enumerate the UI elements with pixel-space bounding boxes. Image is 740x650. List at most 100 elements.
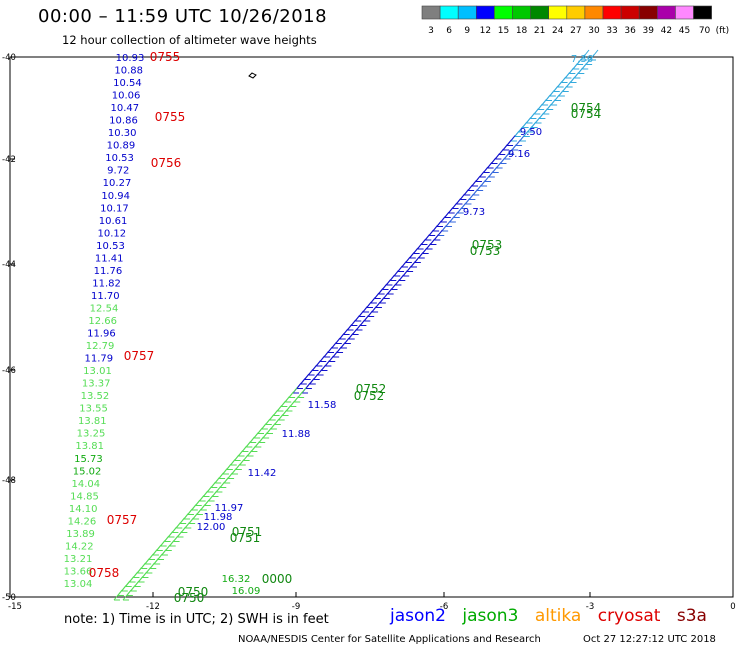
scale-tick-2: 9 xyxy=(464,26,470,36)
map-frame xyxy=(9,56,734,598)
time-label: 0757 xyxy=(124,349,155,363)
track-value: 9.16 xyxy=(508,149,530,160)
west-track-value: 13.04 xyxy=(64,579,93,590)
west-track-value: 13.89 xyxy=(66,529,95,540)
legend-jason2: jason2 xyxy=(390,606,446,626)
track-value: 12.00 xyxy=(197,522,226,533)
west-track-value: 12.54 xyxy=(90,303,119,314)
scale-tick-15: 70 xyxy=(699,26,711,36)
scale-tick-9: 30 xyxy=(588,26,600,36)
west-track-value: 10.89 xyxy=(107,141,136,152)
west-track-value: 10.53 xyxy=(105,153,134,164)
west-track-value: 10.53 xyxy=(96,241,125,252)
scale-tick-12: 39 xyxy=(643,26,655,36)
lon-label-3: -6 xyxy=(440,602,448,610)
west-track-value: 15.73 xyxy=(74,454,103,465)
track-value: 11.98 xyxy=(204,512,233,523)
scale-tick-1: 6 xyxy=(446,26,452,36)
west-track-value: 13.52 xyxy=(81,391,110,402)
time-label: 0756 xyxy=(151,156,182,170)
west-track-value: 10.17 xyxy=(100,203,129,214)
west-track-value: 13.81 xyxy=(75,441,104,452)
scale-tick-13: 42 xyxy=(661,26,672,36)
lat-label-5: -50 xyxy=(2,593,16,603)
scale-tick-10: 33 xyxy=(606,26,617,36)
west-track-value: 11.41 xyxy=(95,253,124,264)
track-value: 7.36 xyxy=(571,54,593,65)
track-value: 11.58 xyxy=(308,400,337,411)
track-value: 11.88 xyxy=(282,429,311,440)
west-track-value: 10.06 xyxy=(112,91,141,102)
west-track-value: 13.25 xyxy=(77,429,106,440)
lat-label-3: -46 xyxy=(2,366,16,376)
west-track-value: 10.61 xyxy=(99,216,128,227)
time-label: 0752 xyxy=(354,389,385,403)
time-label: 0750 xyxy=(178,585,209,599)
track-value: 11.42 xyxy=(248,468,277,479)
time-label: 0754 xyxy=(571,107,602,121)
scale-tick-6: 21 xyxy=(534,26,545,36)
west-track-value: 10.93 xyxy=(116,53,145,64)
scale-tick-3: 12 xyxy=(480,26,491,36)
west-track-value: 11.79 xyxy=(84,354,113,365)
time-label: 0758 xyxy=(89,566,120,580)
scale-tick-7: 24 xyxy=(552,26,564,36)
legend-cryosat: cryosat xyxy=(597,606,661,626)
west-track-value: 13.01 xyxy=(83,366,112,377)
west-track-value: 10.47 xyxy=(110,103,139,114)
lon-label-4: -3 xyxy=(586,602,594,610)
west-track-value: 10.27 xyxy=(103,178,132,189)
track-value: 9.50 xyxy=(520,127,542,138)
west-track-value: 10.94 xyxy=(101,191,130,202)
footer-credit: NOAA/NESDIS Center for Satellite Applica… xyxy=(238,634,541,645)
legend-altika: altika xyxy=(534,606,582,626)
scale-tick-14: 45 xyxy=(679,26,690,36)
track-value: 16.09 xyxy=(232,586,261,597)
scale-tick-4: 15 xyxy=(498,26,509,36)
lat-label-0: -40 xyxy=(2,53,16,63)
lat-label-2: -44 xyxy=(2,260,16,270)
time-label: 0750 xyxy=(174,591,205,605)
west-track-value: 14.04 xyxy=(71,479,100,490)
time-label: 0753 xyxy=(472,238,503,252)
track-value: 16.32 xyxy=(222,574,251,585)
west-track-value: 12.66 xyxy=(88,316,117,327)
west-track-value: 11.70 xyxy=(91,291,120,302)
track-mark xyxy=(122,589,132,601)
west-track-value: 11.76 xyxy=(94,266,123,277)
lat-label-1: -42 xyxy=(2,155,16,165)
footer-note: note: 1) Time is in UTC; 2) SWH is in fe… xyxy=(64,612,329,627)
west-track-value: 14.26 xyxy=(68,516,97,527)
west-track-value: 9.72 xyxy=(107,166,129,177)
west-track-value: 11.82 xyxy=(92,278,121,289)
scale-unit: (ft) xyxy=(716,26,730,36)
legend-jason3: jason3 xyxy=(462,606,519,626)
time-label: 0752 xyxy=(356,382,387,396)
west-track-value: 13.21 xyxy=(64,554,93,565)
lon-label-1: -12 xyxy=(146,602,160,610)
lon-label-2: -9 xyxy=(292,602,300,610)
track-value: 11.97 xyxy=(215,503,244,514)
west-track-value: 10.12 xyxy=(97,228,126,239)
page-title: 00:00 – 11:59 UTC 10/26/2018 xyxy=(38,6,328,27)
footer-timestamp: Oct 27 12:27:12 UTC 2018 xyxy=(583,634,716,645)
color-scale: 3 6 9 12 15 18 21 24 27 30 33 36 39 42 45 70 (ft) xyxy=(421,5,730,36)
island-outline xyxy=(248,72,257,79)
scale-tick-0: 3 xyxy=(428,26,434,36)
scale-tick-11: 36 xyxy=(624,26,636,36)
track-value: 9.73 xyxy=(463,207,485,218)
satellite-legend: jason2 jason3 altika cryosat s3a xyxy=(390,606,718,626)
west-track-value: 15.02 xyxy=(73,466,102,477)
lon-label-5: 0 xyxy=(730,602,735,610)
time-label: 0757 xyxy=(107,513,138,527)
west-track-value: 13.66 xyxy=(64,566,93,577)
time-label: 0755 xyxy=(150,50,181,64)
scale-tick-5: 18 xyxy=(516,26,528,36)
time-label: 0755 xyxy=(155,110,186,124)
west-track-value: 14.85 xyxy=(70,491,99,502)
west-track-value: 12.79 xyxy=(86,341,115,352)
track-mark xyxy=(113,589,123,601)
west-track-value: 10.54 xyxy=(113,78,142,89)
time-label: 0751 xyxy=(232,525,263,539)
west-track-value: 10.88 xyxy=(114,66,143,77)
